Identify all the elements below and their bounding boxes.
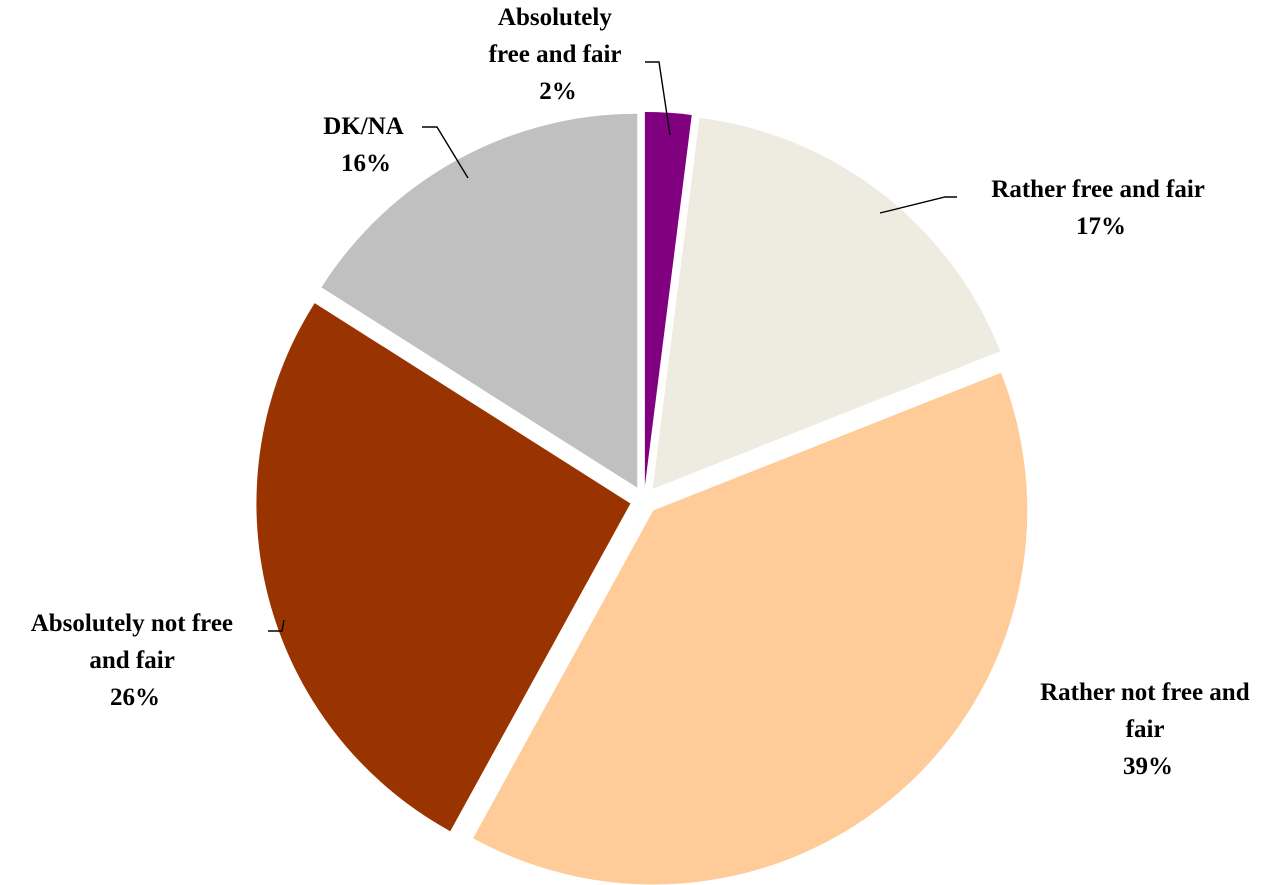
leader-line-absolutely-not-free bbox=[268, 619, 285, 632]
label-absolutely-not-free: Absolutely not free and fair 26% bbox=[31, 610, 240, 711]
label-dkna: DK/NA 16% bbox=[323, 113, 408, 177]
labels-layer: Absolutely free and fair 2% Rather free … bbox=[31, 4, 1256, 780]
label-absolutely-free: Absolutely free and fair 2% bbox=[489, 4, 628, 105]
slices-layer bbox=[256, 112, 1028, 885]
slice-rather-not-free bbox=[473, 372, 1028, 885]
leader-line-dkna bbox=[422, 126, 469, 179]
slice-dkna bbox=[321, 113, 638, 488]
leader-lines-layer bbox=[268, 61, 957, 632]
label-rather-free: Rather free and fair 17% bbox=[991, 176, 1210, 240]
slice-absolutely-not-free bbox=[256, 303, 631, 832]
leader-line-absolutely-free bbox=[645, 61, 671, 136]
slice-rather-free bbox=[652, 117, 1001, 489]
slice-absolutely-free bbox=[644, 112, 692, 487]
label-rather-not-free: Rather not free and fair 39% bbox=[1040, 679, 1256, 780]
leader-line-rather-free bbox=[879, 196, 957, 214]
